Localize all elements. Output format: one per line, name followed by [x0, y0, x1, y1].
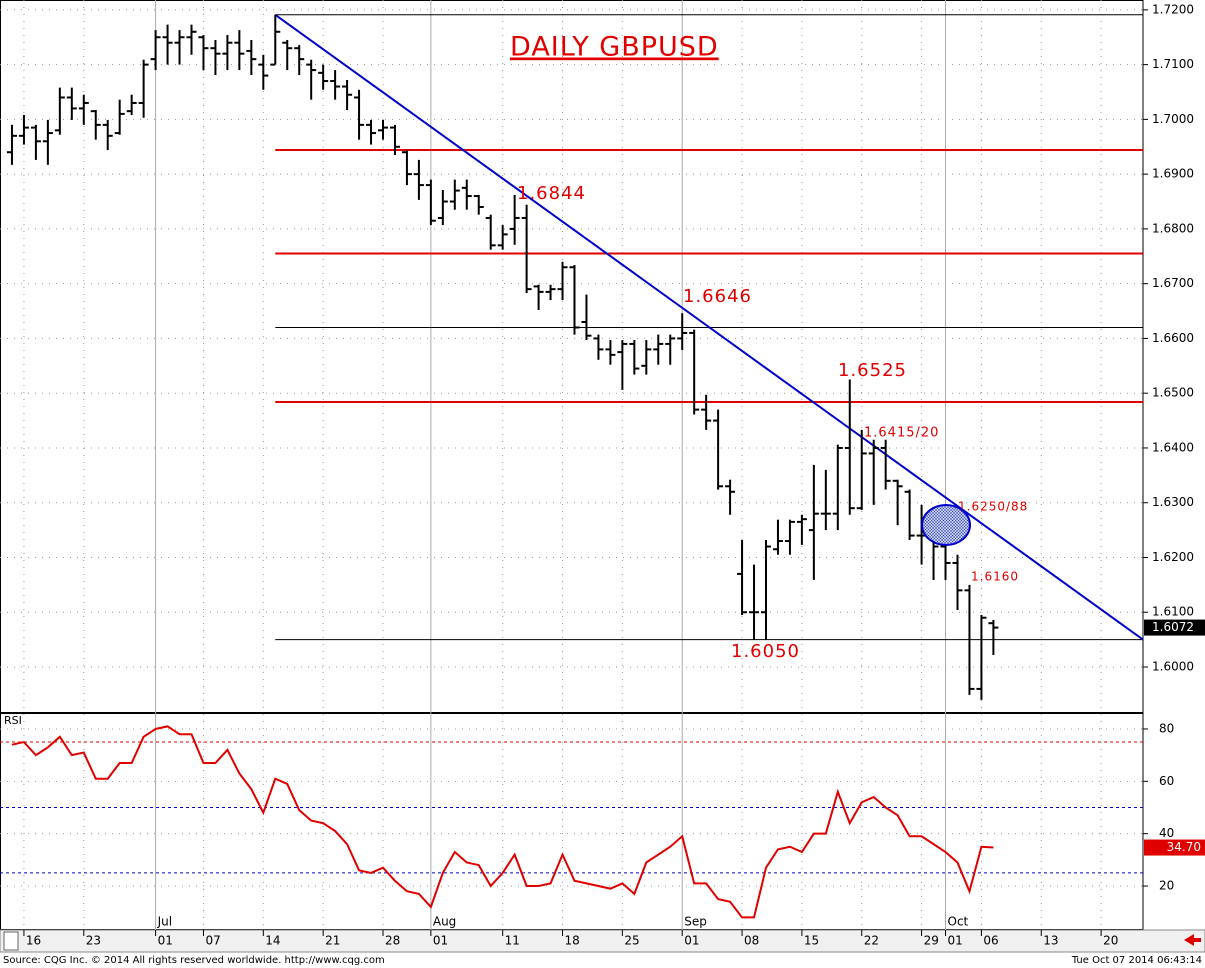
- y-tick-label: 1.7100: [1152, 57, 1194, 71]
- y-tick-label: 1.6600: [1152, 331, 1194, 345]
- x-tick-label: 20: [1103, 934, 1118, 948]
- y-tick-label: 1.6400: [1152, 440, 1194, 454]
- y-tick-label: 1.6700: [1152, 276, 1194, 290]
- rsi-last-box: [1144, 839, 1205, 856]
- x-tick-label: 11: [505, 934, 520, 948]
- x-tick-label: 01: [684, 934, 699, 948]
- y-tick-label: 1.6200: [1152, 550, 1194, 564]
- trendline: [274, 13, 1144, 641]
- annotation: 1.6844: [517, 183, 586, 204]
- chart-title: DAILY GBPUSD: [510, 32, 719, 63]
- x-tick-label: 22: [864, 934, 879, 948]
- x-tick-label: 01: [948, 934, 963, 948]
- x-tick-label: 18: [565, 934, 580, 948]
- footer-timestamp: Tue Oct 07 2014 06:43:14: [1071, 955, 1202, 966]
- annotation: 1.6050: [731, 641, 800, 662]
- y-tick-label: 1.7200: [1152, 2, 1194, 16]
- plot: 1.6072 34.70 1.6844 1.6646 1.6525 1.6050 1.641…: [6, 13, 1205, 919]
- month-label: Oct: [948, 915, 969, 929]
- scroll-arrow[interactable]: [1184, 934, 1201, 946]
- annotation: 1.6415/20: [864, 426, 939, 441]
- scroll-box: [3, 931, 19, 951]
- x-tick-label: 14: [265, 934, 280, 948]
- x-tick-label: 23: [86, 934, 101, 948]
- x-tick-label: 25: [624, 934, 639, 948]
- x-tick-label: 28: [385, 934, 400, 948]
- month-label: Jul: [157, 915, 172, 929]
- x-tick-label: 06: [983, 934, 998, 948]
- annotation: 1.6160: [971, 570, 1019, 584]
- last-price-box: [1144, 619, 1205, 636]
- rsi-line: [11, 725, 994, 919]
- rsi-title: RSI: [4, 714, 22, 727]
- y-tick-label: 1.6100: [1152, 605, 1194, 619]
- x-tick-label: 08: [744, 934, 759, 948]
- x-axis-strip: [0, 929, 1205, 953]
- x-tick-label: 01: [433, 934, 448, 948]
- month-label: Sep: [684, 915, 707, 929]
- y-tick-label: 1.6900: [1152, 167, 1194, 181]
- y-tick-label: 40: [1159, 826, 1174, 840]
- annotation: 1.6525: [838, 360, 907, 381]
- x-tick-label: 21: [325, 934, 340, 948]
- footer-source: Source: CQG Inc. © 2014 All rights reser…: [3, 955, 385, 966]
- y-tick-label: 1.6000: [1152, 660, 1194, 674]
- y-tick-label: 1.6300: [1152, 495, 1194, 509]
- grid: 1.6000 1.6100 1.6200 1.6300 1.6400 1.6500 1.66…: [0, 0, 1194, 948]
- last-price-label: 1.6072: [1152, 620, 1194, 634]
- x-tick-label: 29: [924, 934, 939, 948]
- y-tick-label: 1.6800: [1152, 221, 1194, 235]
- x-tick-label: 15: [804, 934, 819, 948]
- y-tick-label: 1.6500: [1152, 386, 1194, 400]
- y-tick-label: 80: [1159, 721, 1174, 735]
- highlight-ellipse: [921, 504, 971, 546]
- rsi-last-label: 34.70: [1167, 840, 1201, 854]
- x-tick-label: 07: [205, 934, 220, 948]
- x-tick-label: 13: [1043, 934, 1058, 948]
- x-tick-label: 01: [158, 934, 173, 948]
- y-tick-label: 20: [1159, 879, 1174, 893]
- y-tick-label: 1.7000: [1152, 112, 1194, 126]
- month-label: Aug: [433, 915, 456, 929]
- annotation: 1.6250/88: [958, 500, 1028, 514]
- x-tick-label: 16: [26, 934, 41, 948]
- annotation: 1.6646: [683, 286, 752, 307]
- y-tick-label: 60: [1159, 774, 1174, 788]
